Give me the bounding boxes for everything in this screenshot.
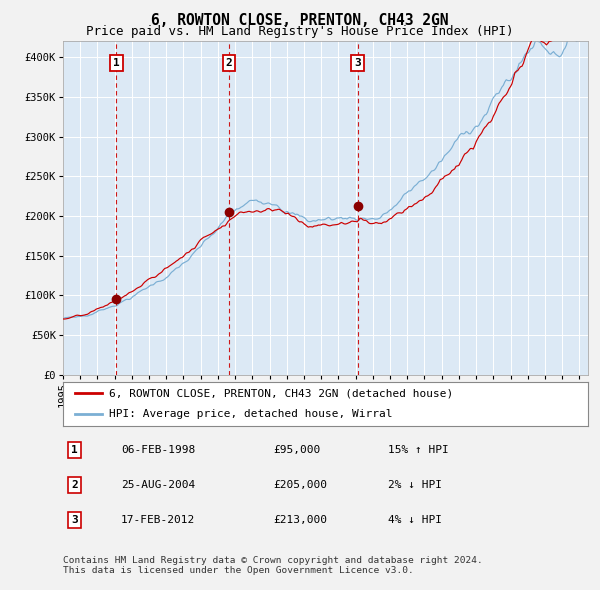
Text: 4% ↓ HPI: 4% ↓ HPI [389, 515, 443, 525]
Text: 17-FEB-2012: 17-FEB-2012 [121, 515, 195, 525]
Text: 2: 2 [226, 58, 232, 68]
Text: 3: 3 [71, 515, 78, 525]
Text: 25-AUG-2004: 25-AUG-2004 [121, 480, 195, 490]
Text: 6, ROWTON CLOSE, PRENTON, CH43 2GN: 6, ROWTON CLOSE, PRENTON, CH43 2GN [151, 13, 449, 28]
Text: 1: 1 [113, 58, 119, 68]
Text: 2: 2 [71, 480, 78, 490]
Text: This data is licensed under the Open Government Licence v3.0.: This data is licensed under the Open Gov… [63, 566, 414, 575]
Text: 6, ROWTON CLOSE, PRENTON, CH43 2GN (detached house): 6, ROWTON CLOSE, PRENTON, CH43 2GN (deta… [109, 388, 454, 398]
Text: HPI: Average price, detached house, Wirral: HPI: Average price, detached house, Wirr… [109, 409, 392, 419]
Text: 3: 3 [355, 58, 361, 68]
Text: 06-FEB-1998: 06-FEB-1998 [121, 445, 195, 455]
Text: 1: 1 [71, 445, 78, 455]
Text: £213,000: £213,000 [273, 515, 327, 525]
Text: £95,000: £95,000 [273, 445, 320, 455]
Text: 2% ↓ HPI: 2% ↓ HPI [389, 480, 443, 490]
Text: £205,000: £205,000 [273, 480, 327, 490]
Text: Price paid vs. HM Land Registry's House Price Index (HPI): Price paid vs. HM Land Registry's House … [86, 25, 514, 38]
Text: Contains HM Land Registry data © Crown copyright and database right 2024.: Contains HM Land Registry data © Crown c… [63, 556, 483, 565]
Text: 15% ↑ HPI: 15% ↑ HPI [389, 445, 449, 455]
